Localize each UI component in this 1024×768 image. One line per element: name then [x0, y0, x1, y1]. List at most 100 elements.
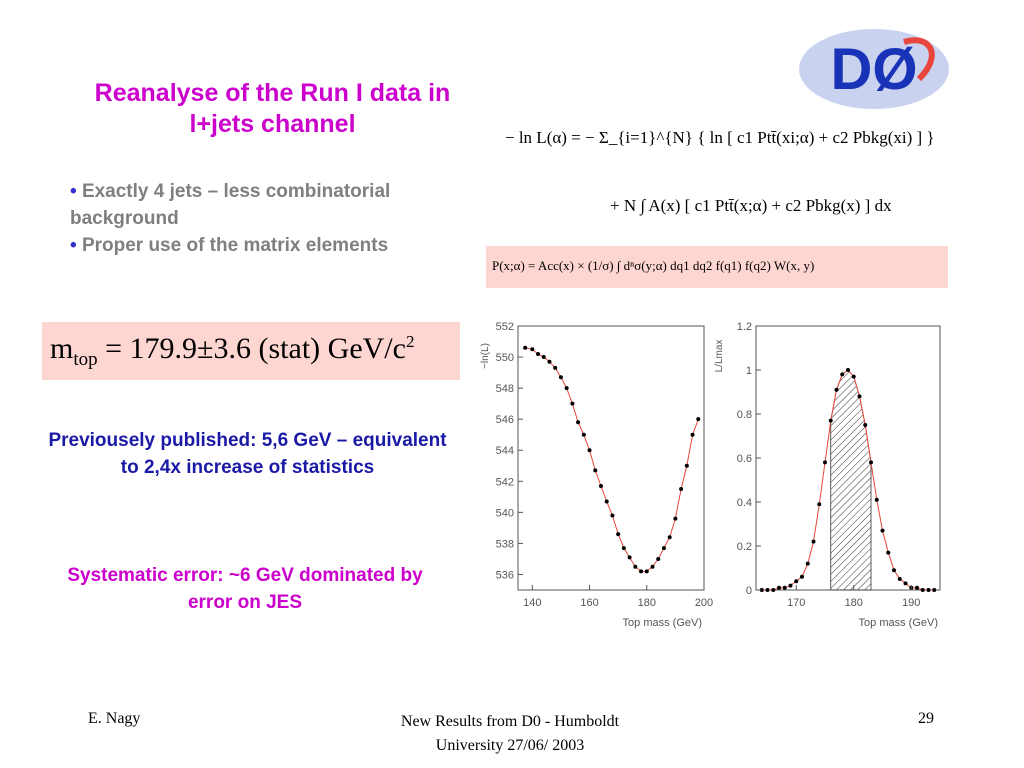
y-tick-label: 548	[496, 383, 514, 395]
slide-title: Reanalyse of the Run I data in l+jets ch…	[94, 79, 451, 138]
data-point	[846, 368, 850, 372]
likelihood-equation-line1: − ln L(α) = − Σ_{i=1}^{N} { ln [ c1 Ptt̄…	[505, 128, 935, 147]
y-tick-label: 538	[496, 538, 514, 550]
data-point	[661, 546, 666, 551]
shaded-area	[830, 369, 872, 591]
y-axis-label: L/Lmax	[714, 340, 725, 373]
y-tick-label: 544	[496, 445, 514, 457]
x-tick-label: 170	[787, 597, 805, 609]
data-point	[840, 372, 845, 377]
data-point	[696, 417, 701, 422]
x-tick-label: 180	[845, 597, 863, 609]
fit-curve	[525, 347, 699, 572]
data-point	[650, 564, 655, 569]
data-point	[857, 394, 862, 399]
data-point	[621, 546, 626, 551]
d0-logo: DØ	[794, 24, 954, 114]
data-point	[805, 561, 810, 566]
data-point	[886, 550, 891, 555]
data-point	[834, 387, 839, 392]
data-point	[851, 374, 856, 379]
likelihood-equation-line2: + N ∫ A(x) [ c1 Ptt̄(x;α) + c2 Pbkg(x) ]…	[610, 196, 892, 215]
x-tick-label: 200	[695, 597, 713, 609]
x-tick-label: 160	[580, 597, 598, 609]
x-axis-label: Top mass (GeV)	[623, 617, 702, 629]
data-point	[777, 585, 781, 590]
data-point	[644, 569, 649, 574]
bullet-item: • Proper use of the matrix elements	[70, 235, 389, 256]
y-tick-label: 540	[496, 507, 514, 519]
data-point	[892, 568, 896, 573]
data-point	[541, 355, 546, 360]
data-point	[656, 556, 661, 561]
data-point	[800, 574, 804, 579]
data-point	[558, 375, 563, 380]
data-point	[673, 516, 678, 521]
mass-result-box: mtop = 179.9±3.6 (stat) GeV/c2	[42, 322, 460, 380]
mass-tag: (stat)	[258, 332, 321, 365]
mass-error: 3.6	[213, 332, 252, 365]
probability-equation-box: P(x;α) = Acc(x) × (1/σ) ∫ dⁿσ(y;α) dq1 d…	[486, 246, 948, 288]
data-point	[903, 581, 908, 586]
data-point	[771, 588, 776, 592]
data-point	[679, 487, 684, 492]
data-point	[782, 585, 787, 590]
data-point	[794, 579, 799, 584]
data-point	[932, 588, 937, 592]
x-tick-label: 180	[638, 597, 656, 609]
data-point	[581, 432, 586, 437]
previous-result-note: Previousely published: 5,6 GeV – equival…	[48, 430, 447, 478]
data-point	[587, 448, 592, 453]
mass-subscript: top	[73, 349, 98, 370]
data-point	[570, 401, 575, 406]
data-point	[915, 585, 919, 590]
data-point	[811, 539, 816, 544]
bullet-item: • Exactly 4 jets – less combinatorial ba…	[70, 181, 391, 229]
data-point	[788, 583, 793, 588]
y-tick-label: 0.4	[737, 497, 752, 509]
data-point	[627, 555, 632, 560]
y-tick-label: 546	[496, 414, 514, 426]
data-point	[926, 588, 931, 592]
data-point	[639, 569, 644, 574]
data-point	[547, 359, 552, 364]
y-tick-label: 0.6	[737, 453, 752, 465]
y-tick-label: 0.2	[737, 541, 752, 553]
data-point	[530, 347, 535, 352]
data-point	[553, 365, 558, 370]
page-number: 29	[918, 710, 934, 727]
data-point	[690, 432, 695, 437]
data-point	[633, 564, 638, 569]
data-point	[598, 483, 603, 488]
data-point	[920, 588, 925, 592]
data-point	[604, 499, 609, 504]
neg-log-likelihood-chart: 140 160 180 200 536 538 540 542 544 546 548 550 552 T…	[480, 321, 713, 629]
x-tick-label: 140	[523, 597, 541, 609]
mass-unit: GeV/c	[327, 332, 406, 365]
mass-symbol: m	[50, 332, 74, 365]
data-point	[564, 386, 569, 391]
y-tick-label: 1.2	[737, 321, 752, 333]
y-tick-label: 0	[746, 585, 752, 597]
y-tick-label: 0.8	[737, 409, 752, 421]
y-tick-label: 1	[746, 365, 752, 377]
data-point	[863, 423, 868, 427]
data-point	[828, 418, 833, 423]
probability-equation: P(x;α) = Acc(x) × (1/σ) ∫ dⁿσ(y;α) dq1 d…	[492, 258, 815, 273]
plot-frame	[517, 325, 705, 591]
x-axis-label: Top mass (GeV)	[859, 617, 938, 629]
y-tick-label: 536	[496, 569, 514, 581]
data-point	[616, 532, 621, 537]
footer-title: New Results from D0 - Humboldt Universit…	[400, 713, 620, 754]
mass-value: 179.9	[129, 332, 198, 365]
footer-author: E. Nagy	[88, 710, 141, 727]
x-tick-label: 190	[902, 597, 920, 609]
y-tick-label: 542	[496, 476, 514, 488]
mass-power: 2	[405, 332, 415, 351]
data-point	[897, 577, 902, 581]
data-point	[823, 460, 827, 465]
systematic-error-note: Systematic error: ~6 GeV dominated by er…	[67, 565, 423, 613]
data-point	[817, 502, 822, 507]
y-tick-label: 552	[496, 321, 514, 333]
data-point	[759, 588, 764, 592]
